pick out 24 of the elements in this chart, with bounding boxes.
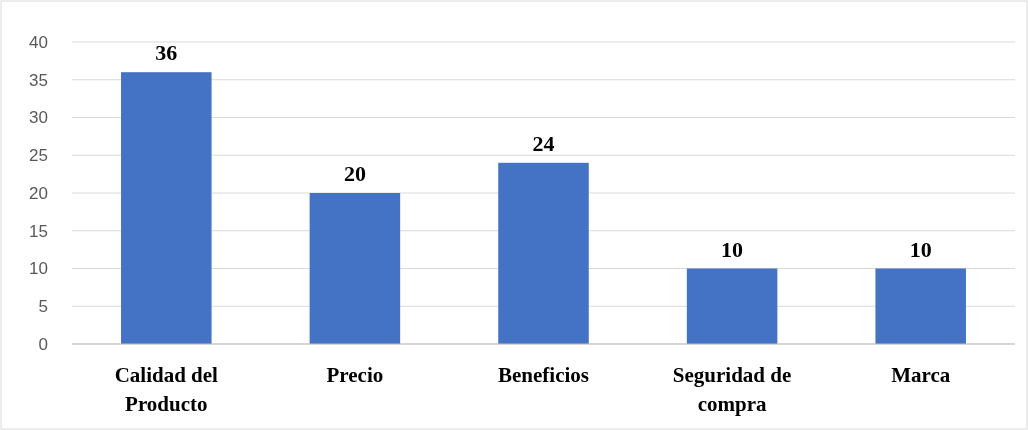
bar: [498, 162, 589, 344]
y-tick-label: 10: [29, 259, 48, 279]
bar: [686, 268, 778, 344]
x-tick-label: Precio: [326, 363, 384, 387]
data-label: 10: [721, 236, 744, 262]
bar: [875, 268, 966, 344]
x-tick-label: Marca: [891, 363, 951, 387]
bar: [121, 72, 212, 344]
x-tick-label: Seguridad de compra: [672, 363, 792, 416]
y-tick-label: 15: [29, 221, 48, 241]
y-tick-label: 0: [38, 334, 48, 354]
y-tick-label: 35: [29, 70, 48, 90]
y-tick-label: 30: [29, 108, 48, 128]
bar: [309, 193, 401, 344]
data-label: 10: [909, 236, 932, 262]
data-label: 24: [532, 130, 555, 156]
data-label: 36: [155, 40, 178, 66]
x-tick-label: Calidad del Producto: [114, 363, 219, 416]
y-tick-label: 40: [29, 32, 48, 52]
data-label: 20: [343, 161, 366, 186]
y-tick-label: 20: [29, 183, 48, 203]
x-tick-label: Beneficios: [498, 363, 589, 387]
y-tick-label: 25: [29, 146, 48, 166]
y-tick-label: 5: [38, 297, 48, 317]
